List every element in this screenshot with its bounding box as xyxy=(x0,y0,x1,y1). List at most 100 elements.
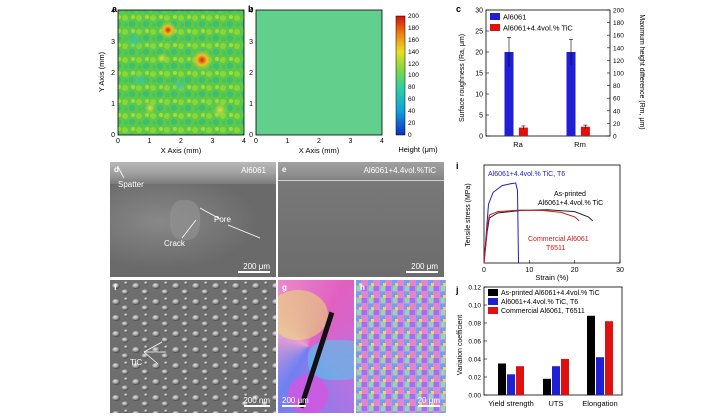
colorbar xyxy=(395,15,406,136)
annotation-as-printed: As-printed xyxy=(554,191,586,198)
svg-text:4: 4 xyxy=(380,138,384,145)
panel-b: b 0 1 2 3 4 0 1 2 3 4 X Axis (mm) 0 20 4… xyxy=(228,0,460,160)
c-ytick-right-label: 160 xyxy=(613,33,624,40)
legend-al6061: Al6061 xyxy=(503,13,526,22)
panel-d-scalebar-label: 200 μm xyxy=(243,262,270,271)
micrograph-d: d Al6061 Spatter Pore Crack 200 μm xyxy=(110,162,276,277)
legend-swatch-al6061-tic xyxy=(490,24,500,31)
chart-i: i Tensile stress (MPa) Strain (%) Al6061… xyxy=(456,161,624,282)
panel-h-label: h xyxy=(360,283,365,292)
chart-c: c Surface roughness (Ra, μm) Maximum hei… xyxy=(456,4,645,149)
j-bar xyxy=(596,357,604,395)
c-ytick-right-label: 80 xyxy=(613,83,621,90)
c-ytick-right-label: 20 xyxy=(613,121,621,128)
svg-text:40: 40 xyxy=(408,108,416,115)
height-map-b: b 0 1 2 3 4 0 1 2 3 4 X Axis (mm) 0 20 4… xyxy=(248,4,438,155)
legend-commercial: Commercial Al6061, T6511 xyxy=(501,308,585,315)
svg-text:0: 0 xyxy=(254,138,258,145)
annotation-commercial: Commercial Al6061 xyxy=(528,236,589,243)
j-bar xyxy=(543,378,551,395)
c-ytick-label: 5 xyxy=(479,113,483,120)
c-ytick-label: 30 xyxy=(475,8,483,15)
j-ytick-label: 0.06 xyxy=(468,339,481,346)
panel-a-ticks: 0 1 2 3 4 0 1 2 3 4 xyxy=(111,8,246,145)
svg-text:4: 4 xyxy=(111,8,115,15)
j-bar xyxy=(498,363,506,395)
panel-c-ylabel-left: Surface roughness (Ra, μm) xyxy=(459,34,466,122)
legend-al6061-tic: Al6061+4.4vol.% TiC xyxy=(503,24,573,33)
panel-d-title: Al6061 xyxy=(241,166,266,175)
svg-text:2: 2 xyxy=(317,138,321,145)
j-bar xyxy=(605,321,613,395)
svg-text:0: 0 xyxy=(116,138,120,145)
svg-text:80: 80 xyxy=(408,84,416,91)
c-ytick-right-label: 180 xyxy=(613,20,624,27)
i-xtick-label: 20 xyxy=(571,267,579,274)
i-series-line xyxy=(483,209,580,264)
j-category-label: Yield strength xyxy=(488,399,534,408)
annotation-crack: Crack xyxy=(164,239,185,248)
panel-g-scalebar-label: 200 μm xyxy=(282,396,309,405)
panel-b-xlabel: X Axis (mm) xyxy=(299,146,340,155)
j-category-label: UTS xyxy=(549,399,564,408)
panel-d-label: d xyxy=(114,165,119,174)
svg-text:0: 0 xyxy=(249,132,253,139)
j-category-label: Elongation xyxy=(582,399,617,408)
annotation-as-printed-alloy: Al6061+4.4vol.% TiC xyxy=(538,200,603,207)
ebsd-map-h: h 20 μm xyxy=(356,280,446,413)
i-xtick-label: 30 xyxy=(616,267,624,274)
svg-text:20: 20 xyxy=(408,120,416,127)
legend-swatch-al6061 xyxy=(490,13,500,20)
panel-i-xlabel: Strain (%) xyxy=(535,273,569,282)
j-bar xyxy=(561,359,569,395)
chart-j: j Variation coefficient As-printed Al606… xyxy=(455,285,623,408)
panel-e-label: e xyxy=(282,165,287,174)
c-ytick-label: 10 xyxy=(475,92,483,99)
panel-i-label: i xyxy=(456,161,459,171)
c-bar xyxy=(504,52,514,136)
svg-text:3: 3 xyxy=(249,39,253,46)
svg-text:0: 0 xyxy=(111,132,115,139)
svg-text:4: 4 xyxy=(242,138,246,145)
j-ytick-label: 0.02 xyxy=(468,375,481,382)
c-ytick-right-label: 0 xyxy=(613,134,617,141)
panel-g-scalebar xyxy=(282,405,306,407)
i-xtick-label: 10 xyxy=(525,267,533,274)
svg-text:2: 2 xyxy=(179,138,183,145)
panel-a-ylabel: Y Axis (mm) xyxy=(97,51,106,92)
j-ytick-label: 0.10 xyxy=(468,303,481,310)
colorbar-label: Height (μm) xyxy=(398,145,438,154)
svg-text:200: 200 xyxy=(408,13,419,20)
c-ytick-label: 15 xyxy=(475,71,483,78)
svg-text:3: 3 xyxy=(349,138,353,145)
c-category-label: Rm xyxy=(574,140,586,149)
legend-swatch-t6 xyxy=(488,298,498,305)
j-ytick-label: 0.12 xyxy=(468,285,481,292)
height-map-a: a 0 1 2 3 4 0 1 2 3 4 X Axis (mm) Y Axis… xyxy=(97,4,246,155)
svg-text:3: 3 xyxy=(211,138,215,145)
c-category-label: Ra xyxy=(513,140,523,149)
panel-d-scalebar xyxy=(238,271,270,273)
micrograph-e: e Al6061+4.4vol.%TiC 200 μm xyxy=(278,162,444,277)
annotation-spatter: Spatter xyxy=(118,180,144,189)
c-bar xyxy=(580,126,590,136)
c-ytick-label: 25 xyxy=(475,29,483,36)
panel-f-scalebar-label: 200 nm xyxy=(243,396,270,405)
colorbar-ticks: 0 20 40 60 80 100 120 140 160 180 200 xyxy=(408,13,419,139)
tic-particles xyxy=(110,280,276,413)
panel-b-label: b xyxy=(248,4,254,14)
svg-text:120: 120 xyxy=(408,61,419,68)
panel-j-label: j xyxy=(455,285,459,295)
panel-f-label: f xyxy=(114,283,117,292)
ebsd-map-g: g 200 μm xyxy=(278,280,354,413)
panel-f-scalebar xyxy=(244,405,270,407)
annotation-t6511: T6511 xyxy=(546,245,565,252)
panel-i: i Tensile stress (MPa) Strain (%) Al6061… xyxy=(450,160,625,282)
svg-text:60: 60 xyxy=(408,96,416,103)
svg-text:1: 1 xyxy=(148,138,152,145)
legend-swatch-as-printed xyxy=(488,289,498,296)
annotation-pore: Pore xyxy=(214,215,231,224)
panel-c-label: c xyxy=(456,4,461,14)
c-ytick-right-label: 60 xyxy=(613,96,621,103)
panel-h-scalebar xyxy=(418,405,440,407)
